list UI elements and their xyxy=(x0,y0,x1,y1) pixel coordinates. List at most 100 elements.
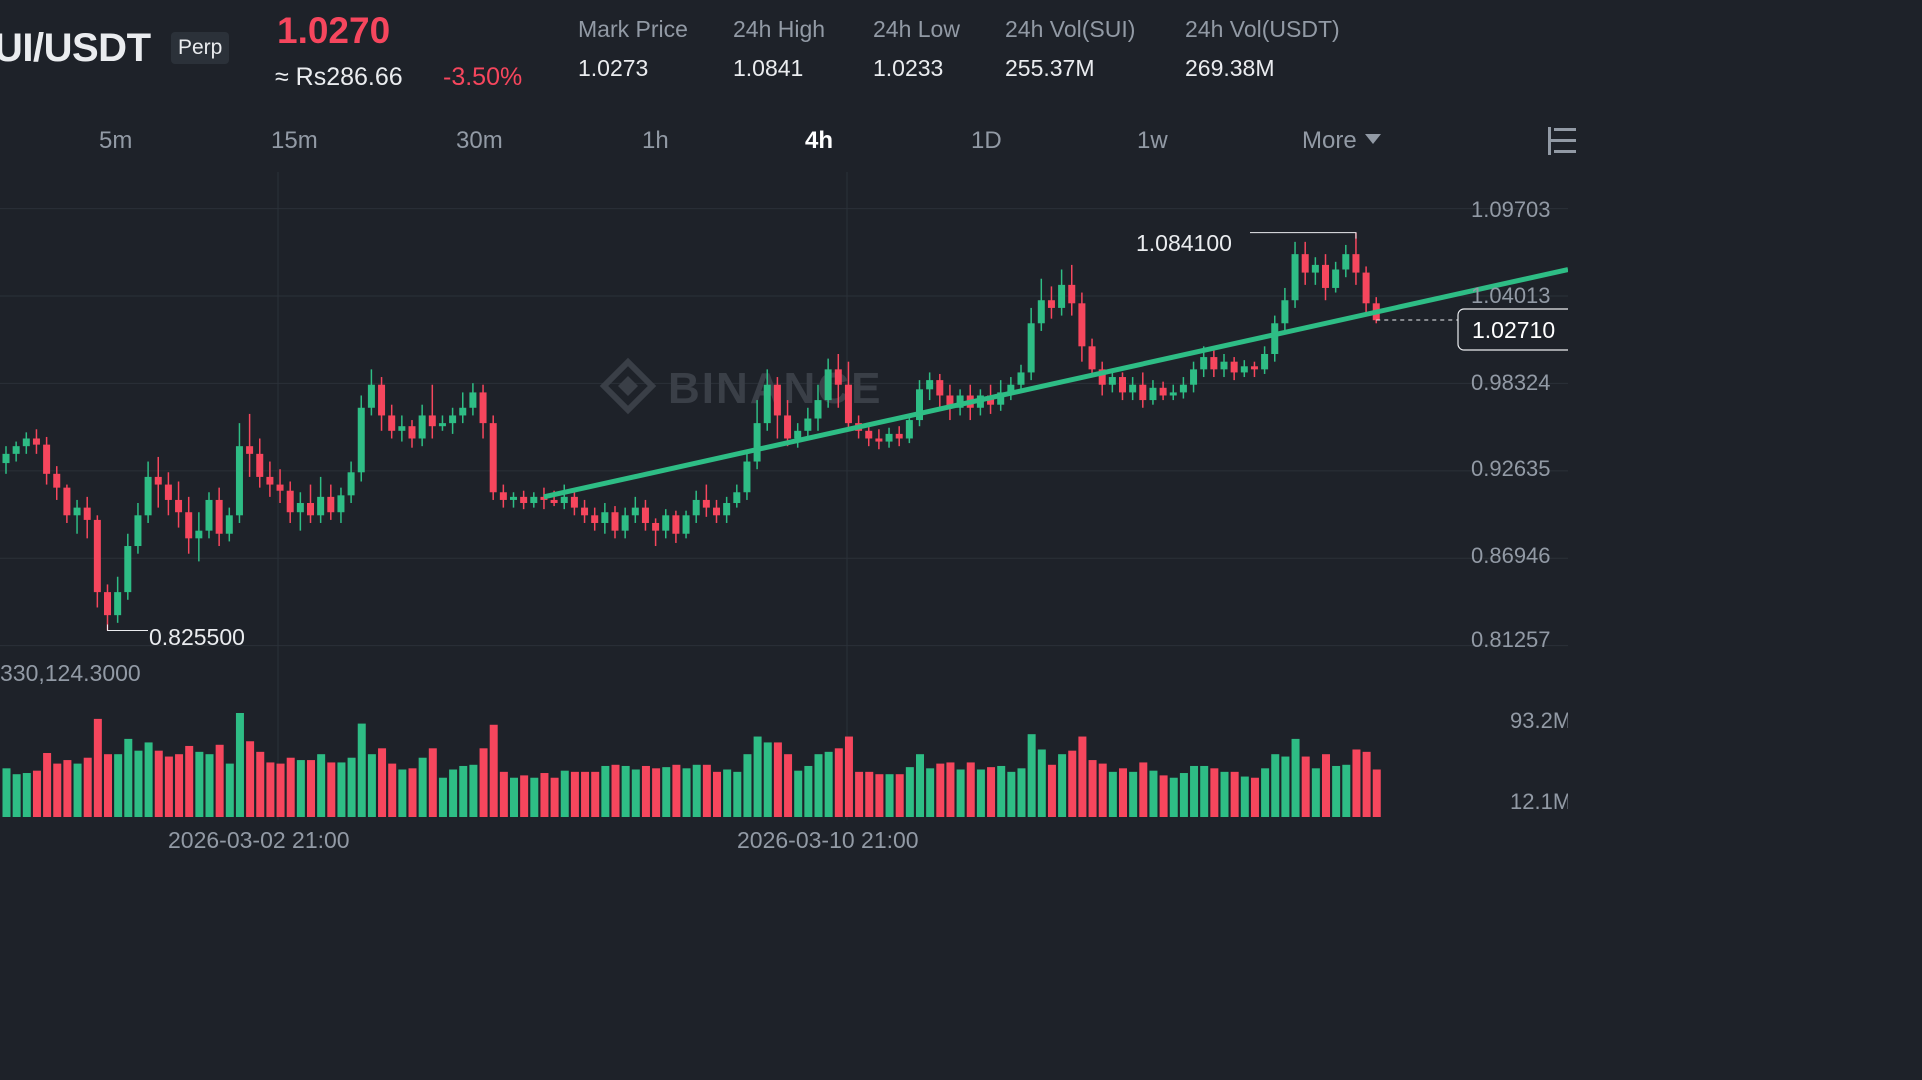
volume-bar xyxy=(266,762,275,817)
trendline xyxy=(543,267,1568,500)
volume-bar xyxy=(510,777,518,817)
candle-body xyxy=(1149,387,1157,401)
stat-label: Mark Price xyxy=(578,16,688,42)
volume-bar xyxy=(276,763,285,817)
timeframe-5m[interactable]: 5m xyxy=(99,127,133,154)
chart-settings-icon[interactable] xyxy=(1548,124,1576,158)
candle-body xyxy=(540,496,548,500)
candle-body xyxy=(895,433,903,439)
volume-bar xyxy=(581,771,590,817)
candle-body xyxy=(114,592,122,616)
candle-body xyxy=(1068,284,1076,304)
volume-bar xyxy=(134,750,143,817)
candle-body xyxy=(1332,269,1340,288)
stat-value: 255.37M xyxy=(1005,55,1095,81)
timeframe-4h[interactable]: 4h xyxy=(805,127,834,154)
stat-24h-high: 24h High 1.0841 xyxy=(733,16,825,82)
volume-bar xyxy=(1169,777,1178,817)
candle-body xyxy=(713,507,720,516)
volume-bar xyxy=(1281,756,1290,817)
candle-body xyxy=(1078,303,1086,347)
candle-body xyxy=(418,415,426,439)
candle-body xyxy=(1098,369,1106,385)
candlestick-chart[interactable]: BINANCE 1.09703 1.04013 0.98324 0.92635 … xyxy=(0,0,1568,881)
candle-body xyxy=(905,420,913,439)
volume-bar xyxy=(611,764,620,817)
candle-body xyxy=(367,384,375,408)
timeframe-1d[interactable]: 1D xyxy=(971,127,1002,154)
volume-bar xyxy=(1311,768,1320,817)
candle-body xyxy=(1190,369,1198,385)
candle-body xyxy=(702,499,710,508)
volume-bar xyxy=(1230,771,1239,817)
volume-bar xyxy=(205,754,214,817)
timeframe-30m[interactable]: 30m xyxy=(456,127,503,154)
candle-body xyxy=(246,446,254,454)
candle-body xyxy=(1088,346,1096,370)
candle-body xyxy=(885,433,893,442)
volume-bar xyxy=(1291,738,1300,817)
volume-bar xyxy=(53,763,62,817)
candle-body xyxy=(205,499,213,531)
volume-bar xyxy=(865,771,874,817)
candle-body xyxy=(104,592,111,616)
volume-bar xyxy=(246,741,255,817)
volume-bar xyxy=(93,718,102,817)
candle-body xyxy=(824,369,832,401)
volume-bar xyxy=(2,768,11,817)
candle-body xyxy=(672,515,680,534)
volume-bar xyxy=(1372,769,1381,817)
volume-bar xyxy=(1342,764,1351,817)
candle-body xyxy=(2,453,10,464)
candle-body xyxy=(327,496,335,513)
timeframe-1h[interactable]: 1h xyxy=(642,127,669,154)
volume-bar xyxy=(895,774,904,817)
candle-body xyxy=(32,438,40,445)
timeframe-more[interactable]: More xyxy=(1302,127,1381,155)
volume-bar xyxy=(1017,768,1026,817)
candle-body xyxy=(1342,254,1350,270)
stat-label: 24h Low xyxy=(873,16,960,42)
volume-bar xyxy=(185,745,194,817)
fiat-price: ≈ Rs286.66 xyxy=(275,63,403,91)
candle-body xyxy=(1291,254,1299,301)
high-price-callout: 1.084100 xyxy=(1136,230,1232,256)
volume-bar xyxy=(540,773,549,817)
candle-body xyxy=(814,400,822,419)
candle-body xyxy=(1210,357,1218,370)
candle-body xyxy=(763,384,771,424)
candle-body xyxy=(347,472,355,496)
volume-bar xyxy=(591,771,600,817)
volume-bar xyxy=(966,762,975,817)
pair-symbol[interactable]: UI/USDT xyxy=(0,26,151,70)
candle-body xyxy=(581,507,589,516)
chart-grid xyxy=(0,172,1568,820)
timeframe-1w[interactable]: 1w xyxy=(1137,127,1168,154)
candle-body xyxy=(784,415,792,439)
volume-bar xyxy=(1149,770,1158,817)
volume-bar xyxy=(753,736,762,817)
volume-bar xyxy=(1047,764,1056,817)
candle-body xyxy=(1058,284,1066,308)
candle-body xyxy=(185,512,193,539)
candle-body xyxy=(662,515,670,531)
volume-bar xyxy=(1210,768,1219,817)
candle-body xyxy=(1108,377,1116,385)
stat-label: 24h Vol(USDT) xyxy=(1185,16,1340,42)
volume-bar xyxy=(337,762,346,817)
stat-value: 1.0233 xyxy=(873,55,944,81)
price-change-percent: -3.50% xyxy=(443,63,523,91)
candle-body xyxy=(408,426,416,439)
volume-bar xyxy=(449,769,458,817)
candle-body xyxy=(926,380,934,390)
candle-body xyxy=(875,438,883,442)
volume-bar xyxy=(692,764,701,817)
candle-body xyxy=(489,423,497,493)
timeframe-more-label: More xyxy=(1302,127,1357,154)
volume-bar xyxy=(327,762,336,817)
candle-body xyxy=(154,476,162,485)
candle-body xyxy=(946,395,954,408)
candle-body xyxy=(276,484,284,491)
timeframe-15m[interactable]: 15m xyxy=(271,127,318,154)
volume-bar xyxy=(1352,749,1361,817)
